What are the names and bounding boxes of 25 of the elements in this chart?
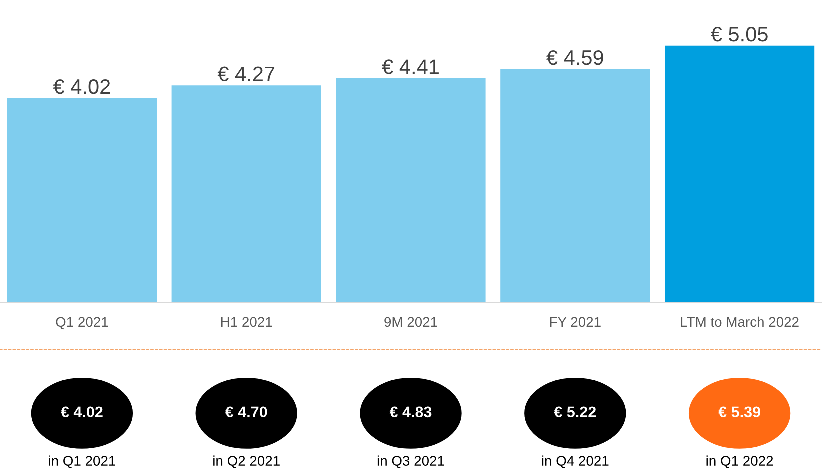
x-tick-label: Q1 2021: [56, 317, 108, 330]
x-tick-label: LTM to March 2022: [681, 316, 799, 328]
category-label: in Q4 2021: [542, 456, 609, 468]
x-tick-label: H1 2021: [221, 317, 272, 328]
x-tick-label: 9M 2021: [384, 317, 438, 328]
data-label: € 5.05: [711, 27, 768, 42]
bar: [7, 98, 157, 303]
data-label: € 4.27: [218, 66, 275, 82]
category-label: in Q1 2022: [706, 456, 774, 468]
category-label: in Q2 2021: [214, 456, 280, 468]
data-label: € 4.02: [61, 406, 103, 418]
data-label: € 4.70: [225, 406, 268, 418]
bar: [172, 86, 322, 303]
x-tick-label: FY 2021: [550, 317, 601, 328]
data-label: € 5.39: [718, 406, 760, 418]
data-label: € 4.83: [390, 406, 432, 418]
data-label: € 4.59: [546, 50, 604, 66]
data-label: € 4.41: [382, 60, 439, 74]
category-label: in Q1 2021: [49, 456, 116, 468]
bar: [665, 46, 815, 303]
data-label: € 4.02: [53, 79, 110, 94]
bar: [336, 78, 486, 303]
data-label: € 5.22: [554, 406, 596, 418]
bar: [500, 69, 650, 303]
category-label: in Q3 2021: [378, 456, 444, 468]
